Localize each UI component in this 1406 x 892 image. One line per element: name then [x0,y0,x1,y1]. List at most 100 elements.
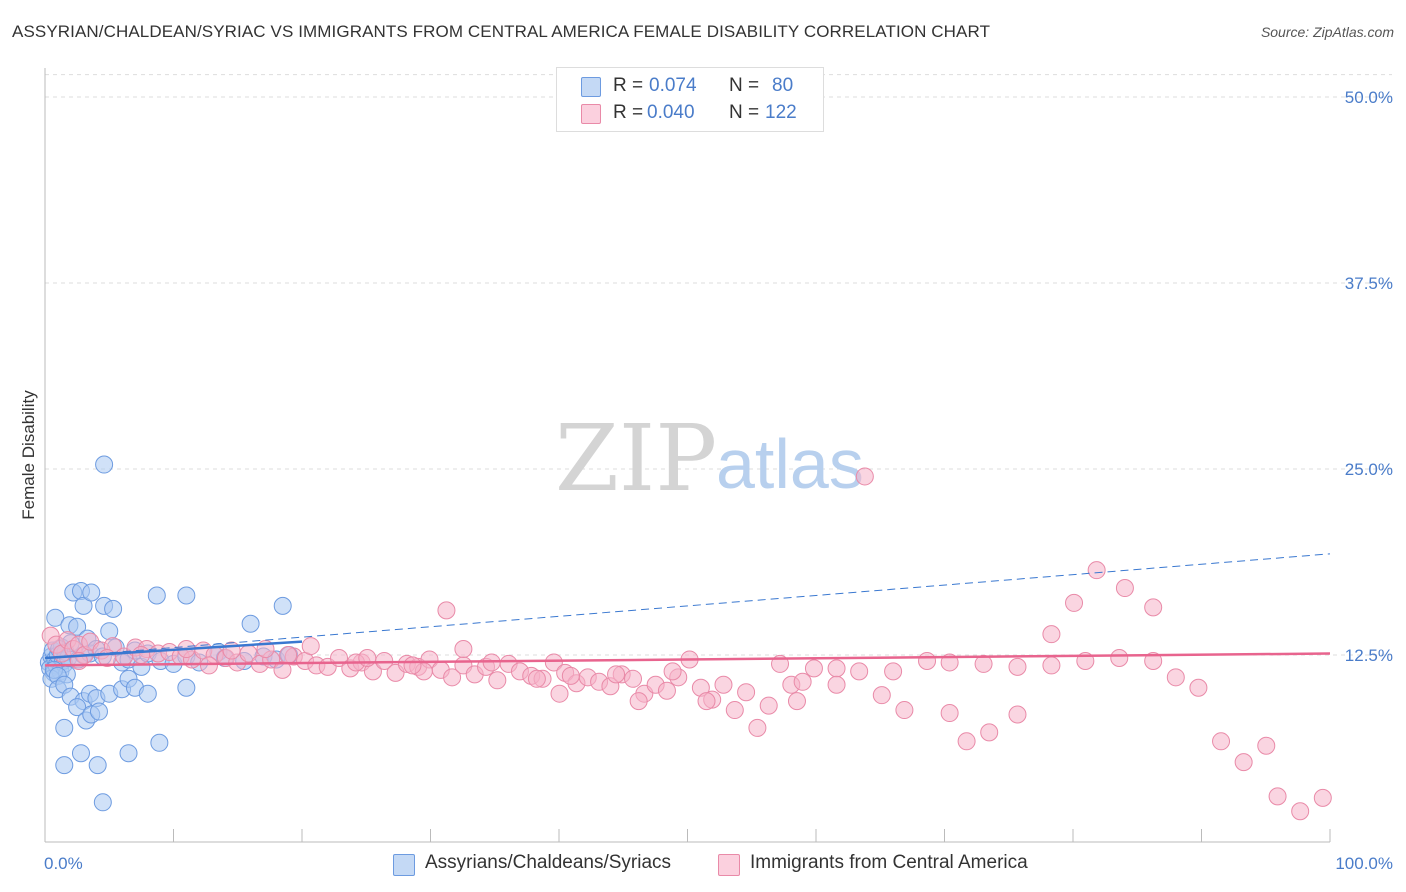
data-point-assyrians [177,678,196,697]
y-tick-label: 37.5% [1345,274,1393,293]
data-point-assyrians [147,586,166,605]
data-point-central-america [454,640,473,659]
data-point-assyrians [273,596,292,615]
data-point-central-america [1234,753,1253,772]
chart-title: ASSYRIAN/CHALDEAN/SYRIAC VS IMMIGRANTS F… [12,22,991,41]
data-point-assyrians [82,583,101,602]
data-point-central-america [940,704,959,723]
data-point-central-america [793,672,812,691]
data-point-assyrians [150,733,169,752]
data-point-assyrians [241,614,260,633]
data-point-central-america [1065,593,1084,612]
data-point-central-america [804,659,823,678]
data-point-central-america [1291,802,1310,821]
y-axis-label: Female Disability [19,390,38,520]
x-tick-labels: 0.0% 100.0% [44,854,1393,873]
y-tick-label: 25.0% [1345,460,1393,479]
data-point-assyrians [89,702,108,721]
data-point-central-america [748,718,767,737]
bottom-legend-swatch-series1 [393,854,415,876]
legend-n-label: N = [729,75,760,96]
data-point-central-america [1115,579,1134,598]
watermark: ZIP atlas [555,405,864,512]
bottom-legend-label-series2: Immigrants from Central America [750,852,1028,873]
data-point-central-america [657,681,676,700]
data-point-central-america [1268,787,1287,806]
legend-swatch-series1 [581,77,601,97]
data-point-central-america [279,646,298,664]
data-point-central-america [714,675,733,694]
data-point-assyrians [119,744,138,763]
data-point-assyrians [74,596,93,615]
trend-line-assyrians [44,640,303,660]
data-point-central-america [561,666,580,685]
data-point-central-america [403,656,422,675]
data-point-central-america [855,467,874,486]
data-point-central-america [1144,598,1163,617]
legend-swatch-series2 [581,104,601,124]
data-point-assyrians [88,756,107,775]
data-point-central-america [827,659,846,678]
data-point-central-america [1110,648,1129,667]
legend-r-value: 0.040 [647,102,695,123]
legend-n-label: N = [729,102,760,123]
watermark-atlas: atlas [716,425,864,503]
data-point-central-america [787,692,806,711]
y-tick-label: 50.0% [1345,88,1393,107]
data-point-central-america [725,701,744,720]
trend-line-assyrians-extended [44,553,1331,659]
data-point-central-america [544,653,563,672]
legend-n-value: 80 [772,75,794,96]
data-point-assyrians [55,718,74,737]
data-point-central-america [759,696,778,715]
data-point-assyrians [71,744,90,763]
data-point-central-america [1313,788,1332,807]
data-point-central-america [895,701,914,720]
data-point-central-america [1008,657,1027,676]
data-point-central-america [872,686,891,705]
legend-r-label: R = [613,75,644,96]
data-point-assyrians [95,455,114,474]
data-point-central-america [199,656,218,675]
data-point-assyrians [177,586,196,605]
data-point-central-america [132,646,151,664]
data-point-central-america [884,662,903,681]
data-point-central-america [443,668,462,687]
data-point-central-america [918,651,937,670]
data-point-central-america [1257,736,1276,755]
data-point-assyrians [68,617,87,636]
data-point-assyrians [68,698,87,717]
data-point-central-america [1087,561,1106,580]
source-label: Source: ZipAtlas.com [1260,24,1394,40]
data-point-central-america [1144,651,1163,670]
x-tick-label: 100.0% [1335,854,1393,873]
y-tick-labels: 12.5% 25.0% 37.5% 50.0% [1345,88,1393,665]
data-point-assyrians [93,793,112,812]
data-point-central-america [624,669,643,688]
data-point-assyrians [55,756,74,775]
bottom-legend-swatch-series2 [718,854,740,876]
data-point-assyrians [46,608,65,627]
data-point-central-america [850,662,869,681]
grid-lines [45,74,1392,656]
data-point-central-america [1008,705,1027,724]
legend: R = 0.074 N = 80 R = 0.040 N = 122 [556,67,824,132]
data-point-central-america [974,654,993,673]
data-point-central-america [980,723,999,742]
data-point-central-america [1042,656,1061,675]
trend-line-central-america [44,652,1331,667]
data-point-central-america [1189,678,1208,697]
data-point-central-america [301,637,320,656]
data-point-central-america [488,671,507,690]
data-point-assyrians [138,684,157,703]
legend-row-series1: R = 0.074 N = 80 [557,75,823,101]
data-point-central-america [957,732,976,751]
series-assyrians-points [39,455,299,812]
data-point-assyrians [104,599,123,618]
y-tick-label: 12.5% [1345,646,1393,665]
axes [44,68,1331,843]
x-tick-label: 0.0% [44,854,83,873]
data-point-central-america [358,648,377,667]
legend-row-series2: R = 0.040 N = 122 [557,102,823,128]
